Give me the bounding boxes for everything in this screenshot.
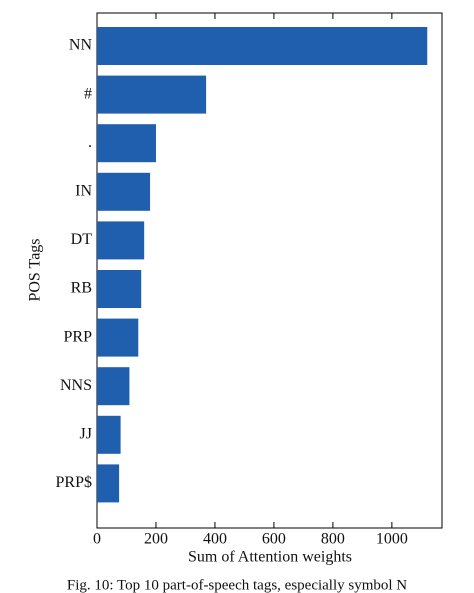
y-tick-label: PRP [64, 328, 93, 345]
x-axis-label: Sum of Attention weights [188, 549, 352, 566]
y-tick-label: # [84, 85, 92, 102]
bar [97, 415, 121, 454]
bar [97, 172, 151, 211]
y-axis-label: POS Tags [27, 238, 44, 301]
y-tick-label: DT [71, 231, 93, 248]
y-tick-label: IN [75, 182, 92, 199]
x-tick-label: 200 [144, 531, 168, 548]
y-tick-label: JJ [80, 425, 92, 442]
bar [97, 124, 156, 163]
bar [97, 221, 145, 260]
bar [97, 270, 142, 308]
x-tick-label: 0 [93, 531, 101, 548]
y-tick-label: RB [71, 280, 92, 297]
x-tick-label: 400 [203, 531, 227, 548]
bar [97, 75, 207, 114]
bar [97, 27, 428, 65]
y-tick-label: NN [69, 37, 93, 54]
y-tick-label: . [88, 134, 92, 151]
y-tick-label: NNS [60, 377, 92, 394]
x-tick-label: 1000 [376, 531, 408, 548]
y-tick-label: PRP$ [56, 474, 92, 491]
bar [97, 464, 120, 503]
x-tick-label: 600 [262, 531, 286, 548]
x-tick-label: 800 [321, 531, 345, 548]
bar [97, 367, 130, 406]
caption: Fig. 10: Top 10 part-of-speech tags, esp… [67, 577, 407, 593]
bar [97, 318, 139, 357]
